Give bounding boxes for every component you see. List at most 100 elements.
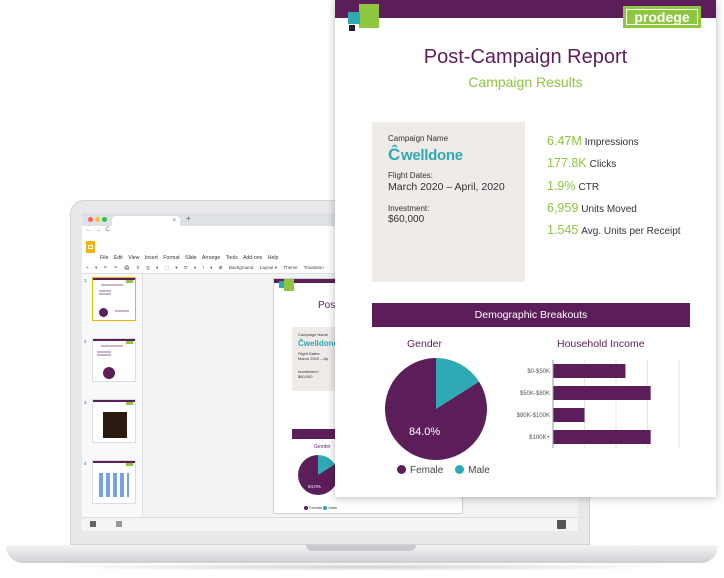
income-bar [553, 430, 651, 444]
legend-male: Male [455, 465, 490, 476]
income-bar [553, 386, 651, 400]
pie-slice-female [385, 358, 487, 460]
demographic-header: Demographic Breakouts [372, 303, 690, 327]
screen-share-icon[interactable] [557, 520, 566, 529]
decor-green-square [359, 4, 379, 28]
line-dropdown[interactable]: ▾ [210, 265, 213, 270]
transition-button[interactable]: Transition [303, 265, 324, 270]
pie-data-label: 84.0% [409, 426, 441, 438]
laptop-shadow [40, 563, 684, 571]
legend-female: Female [397, 465, 443, 476]
income-category-label: $100K+ [529, 435, 550, 441]
welldone-icon: Ĉ [388, 145, 400, 164]
welldone-logo: Ĉwelldone [388, 145, 463, 164]
background-button[interactable]: Background [228, 265, 254, 270]
slides-logo-icon[interactable] [86, 241, 95, 253]
redo-icon[interactable]: ↷ [113, 265, 118, 270]
shape-dropdown[interactable]: ▾ [194, 265, 197, 270]
slide-number: 4 [84, 461, 87, 466]
menu-edit[interactable]: Edit [113, 255, 123, 261]
slide-thumbnail[interactable] [92, 399, 136, 443]
comment-icon[interactable]: ⊞ [218, 265, 223, 270]
nav-buttons[interactable]: ← → C [86, 227, 111, 233]
browser-tab[interactable]: × [112, 216, 180, 226]
income-title: Household Income [557, 338, 645, 350]
menu-view[interactable]: View [128, 255, 140, 261]
menu-insert[interactable]: Insert [144, 255, 158, 261]
slide-number: 3 [84, 400, 87, 405]
image-dropdown[interactable]: ▾ [175, 265, 178, 270]
decor-teal-square [348, 12, 360, 24]
gender-pie-chart [385, 358, 487, 460]
mini-flight: Flight Dates: March 2020 – Ap [298, 351, 329, 361]
report-top-bar [335, 0, 716, 18]
slide-thumbnail[interactable] [92, 460, 136, 504]
menu-arrange[interactable]: Arrange [201, 255, 221, 261]
tab-close-icon[interactable]: × [172, 218, 176, 224]
slide-number: 1 [84, 278, 87, 283]
menu-help[interactable]: Help [267, 255, 279, 261]
income-category-label: $50K-$80K [520, 391, 550, 397]
stat-units-moved: 6,959 Units Moved [547, 201, 637, 215]
mini-brand-logo: Ĉwelldone [298, 339, 339, 348]
new-slide-dropdown[interactable]: ▾ [94, 265, 98, 270]
slide-thumbnail[interactable] [92, 277, 136, 321]
menu-slide[interactable]: Slide [185, 255, 197, 261]
gender-title: Gender [407, 338, 443, 350]
pie-slice-male [436, 358, 480, 409]
mini-slide-title: Post [318, 300, 339, 311]
campaign-name-label: Campaign Name [388, 134, 449, 143]
laptop-base [6, 545, 718, 563]
mini-pie [298, 455, 338, 495]
slide-thumbnail[interactable] [92, 338, 136, 382]
zoom-dropdown[interactable]: ▾ [155, 265, 159, 270]
mini-legend: Female Male [304, 505, 337, 510]
theme-button[interactable]: Theme [283, 265, 298, 270]
report-title: Post-Campaign Report [423, 46, 628, 68]
campaign-info-box: Campaign Name Ĉwelldone Flight Dates: Ma… [372, 122, 525, 282]
menu-bar: File Edit View Insert Format Slide Arran… [100, 255, 282, 261]
windows-icon[interactable] [90, 521, 96, 527]
new-tab-button[interactable]: + [186, 214, 191, 223]
slide-number: 2 [84, 339, 87, 344]
undo-icon[interactable]: ↶ [103, 265, 108, 270]
line-icon[interactable]: \ [202, 265, 204, 270]
income-bar [553, 364, 626, 378]
shape-icon[interactable]: ⬭ [183, 265, 188, 270]
image-icon[interactable]: ⬚ [164, 265, 169, 270]
report-page: prodege Post-Campaign Report Campaign Re… [335, 0, 716, 497]
mini-pie-label: 84.0% [308, 484, 321, 489]
stat-avg-units: 1.545 Avg. Units per Receipt [547, 223, 681, 237]
stat-ctr: 1.9% CTR [547, 179, 600, 193]
layout-button[interactable]: Layout ▾ [259, 265, 278, 270]
investment-label: Investment: [388, 204, 430, 213]
income-bar-chart: $0-$50K $50K-$80K $80K-$100K $100K+ [517, 360, 680, 448]
window-maximize-dot[interactable] [102, 217, 107, 222]
gender-legend: Female Male [397, 465, 499, 476]
toolbar: + ▾ ↶ ↷ 🖨 ↯ Q ▾ ⬚ ▾ ⬭ ▾ \ ▾ ⊞ Background… [86, 265, 329, 271]
menu-format[interactable]: Format [163, 255, 180, 261]
income-category-label: $80K-$100K [517, 413, 550, 419]
window-minimize-dot[interactable] [95, 217, 100, 222]
mini-campaign-label: Campaign Name [298, 332, 329, 337]
menu-addons[interactable]: Add-ons [242, 255, 263, 261]
window-close-dot[interactable] [88, 217, 93, 222]
mini-investment: Investment: $60,000 [298, 369, 319, 379]
stat-clicks: 177.8K Clicks [547, 156, 617, 170]
income-bar [553, 408, 585, 422]
report-subtitle: Campaign Results [468, 74, 583, 90]
legend-male-swatch [455, 465, 465, 474]
paint-format-icon[interactable]: ↯ [135, 265, 140, 270]
zoom-icon[interactable]: Q [146, 265, 150, 270]
menu-file[interactable]: File [100, 255, 109, 261]
decor-dark-square [349, 25, 355, 31]
taskbar [82, 517, 578, 531]
legend-female-swatch [397, 465, 406, 474]
new-slide-button[interactable]: + [86, 265, 89, 270]
taskbar-app-icon[interactable] [116, 521, 122, 527]
slide-filmstrip: 1 2 3 4 [82, 274, 143, 517]
print-icon[interactable]: 🖨 [123, 265, 130, 270]
flight-dates-value: March 2020 – April, 2020 [388, 181, 505, 193]
flight-dates-label: Flight Dates: [388, 171, 433, 180]
menu-tools[interactable]: Tools [225, 255, 238, 261]
